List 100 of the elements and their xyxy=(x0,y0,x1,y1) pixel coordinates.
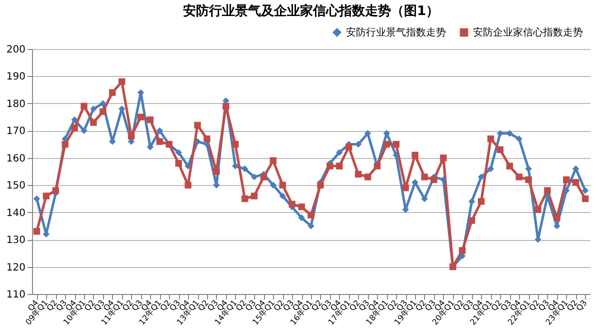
point xyxy=(204,135,210,142)
point xyxy=(412,152,418,159)
y-tick-label: 120 xyxy=(6,262,26,274)
point xyxy=(487,165,494,172)
point xyxy=(534,206,542,213)
point xyxy=(563,187,570,194)
point xyxy=(516,174,522,180)
point xyxy=(213,168,220,175)
point xyxy=(71,124,78,132)
point xyxy=(270,157,277,164)
point xyxy=(298,204,305,210)
point xyxy=(468,198,476,205)
point xyxy=(506,162,513,170)
point xyxy=(232,162,239,170)
point xyxy=(364,174,372,180)
y-tick-label: 150 xyxy=(6,180,26,192)
point xyxy=(175,149,182,156)
point xyxy=(525,165,532,172)
y-tick-label: 160 xyxy=(6,153,26,164)
point xyxy=(90,106,97,112)
point xyxy=(572,165,580,172)
point xyxy=(250,192,258,200)
point xyxy=(487,135,494,142)
point xyxy=(194,138,201,145)
point xyxy=(250,174,258,180)
point xyxy=(430,176,438,184)
point xyxy=(326,162,334,170)
point xyxy=(317,182,324,188)
point xyxy=(572,179,580,186)
point xyxy=(421,174,428,180)
point xyxy=(383,140,390,148)
y-tick-label: 190 xyxy=(6,72,26,83)
point xyxy=(516,135,522,142)
point xyxy=(260,174,268,180)
point xyxy=(33,228,40,235)
point xyxy=(392,140,400,148)
y-tick-label: 140 xyxy=(6,208,26,219)
point xyxy=(156,138,164,145)
point xyxy=(232,140,239,148)
point xyxy=(42,192,50,200)
point xyxy=(80,127,88,134)
point xyxy=(458,252,466,260)
point xyxy=(270,182,277,188)
legend-label: 安防企业家信心指数走势 xyxy=(473,26,583,38)
point xyxy=(412,179,418,186)
point xyxy=(241,195,248,202)
point xyxy=(33,195,40,202)
point xyxy=(308,212,314,218)
point xyxy=(478,174,485,180)
point xyxy=(222,102,230,110)
point xyxy=(308,222,314,230)
point xyxy=(146,116,154,124)
point xyxy=(345,144,352,150)
point xyxy=(440,176,447,184)
point xyxy=(478,198,485,205)
legend-label: 安防行业景气指数走势 xyxy=(346,26,446,38)
point xyxy=(563,176,570,184)
point xyxy=(100,108,106,115)
point xyxy=(184,162,192,170)
y-tick-label: 180 xyxy=(6,98,26,110)
point xyxy=(364,130,372,137)
point xyxy=(118,78,126,86)
point xyxy=(421,195,428,202)
point xyxy=(392,152,400,159)
point xyxy=(440,154,447,162)
point xyxy=(354,170,362,178)
point xyxy=(71,116,78,124)
y-tick-label: 110 xyxy=(6,290,26,300)
point xyxy=(194,122,201,129)
y-tick-label: 170 xyxy=(6,126,26,138)
point xyxy=(156,127,164,134)
point xyxy=(458,247,466,254)
point xyxy=(582,187,589,194)
y-tick-label: 130 xyxy=(6,235,26,246)
point xyxy=(109,89,116,96)
point xyxy=(279,192,286,200)
point xyxy=(544,187,551,194)
point xyxy=(184,182,192,188)
point xyxy=(298,214,305,222)
chart-title: 安防行业景气及企业家信心指数走势（图1） xyxy=(182,3,440,19)
point xyxy=(241,165,248,172)
point xyxy=(62,140,68,148)
point xyxy=(100,100,106,107)
point xyxy=(402,184,409,192)
point xyxy=(137,114,144,120)
point xyxy=(468,217,476,224)
point xyxy=(175,160,182,167)
point xyxy=(554,214,560,222)
point xyxy=(279,182,286,188)
point xyxy=(506,130,513,137)
point xyxy=(582,195,589,202)
y-tick-label: 200 xyxy=(6,44,26,56)
point xyxy=(525,176,532,184)
point xyxy=(80,102,88,110)
point xyxy=(52,187,59,194)
point xyxy=(336,162,343,170)
point xyxy=(496,146,504,154)
point xyxy=(90,119,97,126)
point xyxy=(336,149,343,156)
point xyxy=(128,132,135,140)
